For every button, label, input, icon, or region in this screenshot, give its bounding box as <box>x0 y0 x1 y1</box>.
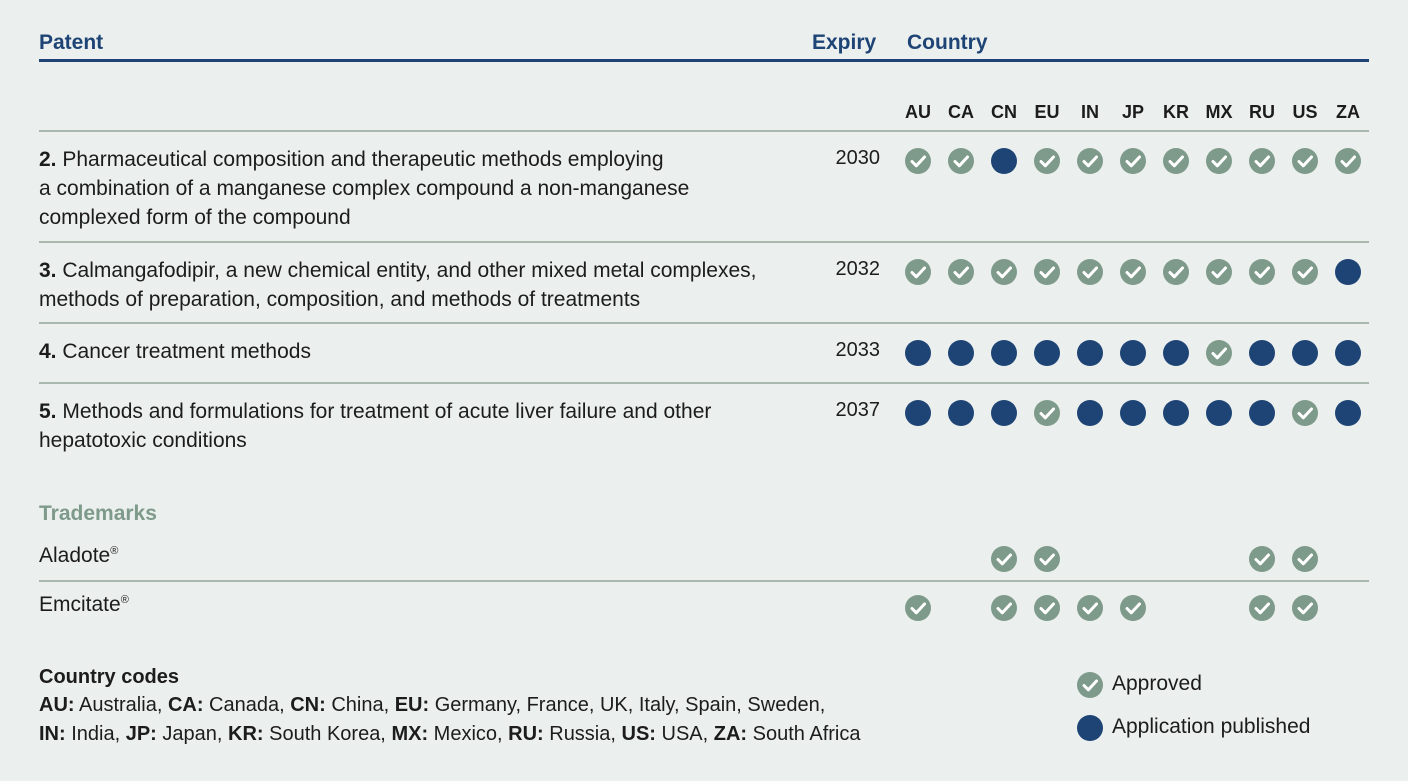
patent-title: 2. Pharmaceutical composition and therap… <box>39 148 690 229</box>
patent-title: 4. Cancer treatment methods <box>39 340 311 363</box>
country-codes-title: Country codes <box>39 666 180 688</box>
approved-check-icon-ru <box>1249 595 1275 621</box>
application-published-icon-za <box>1335 340 1361 366</box>
approved-check-icon-jp <box>1120 148 1146 174</box>
legend-published-icon <box>1077 715 1103 741</box>
application-published-icon-kr <box>1163 340 1189 366</box>
row-separator <box>39 130 1369 132</box>
application-published-icon-za <box>1335 400 1361 426</box>
approved-check-icon-mx <box>1206 148 1232 174</box>
approved-check-icon-eu <box>1034 595 1060 621</box>
approved-check-icon-in <box>1077 259 1103 285</box>
patent-expiry: 2030 <box>835 147 881 169</box>
application-published-icon-au <box>905 340 931 366</box>
approved-check-icon-ru <box>1249 148 1275 174</box>
row-separator <box>39 241 1369 243</box>
application-published-icon-za <box>1335 259 1361 285</box>
approved-check-icon-ru <box>1249 259 1275 285</box>
approved-check-icon-kr <box>1163 148 1189 174</box>
approved-check-icon-za <box>1335 148 1361 174</box>
approved-check-icon-cn <box>991 595 1017 621</box>
country-code-us: US <box>1292 102 1318 122</box>
country-code-kr: KR <box>1163 102 1189 122</box>
approved-check-icon-jp <box>1120 595 1146 621</box>
application-published-icon-ca <box>948 340 974 366</box>
application-published-icon-in <box>1077 340 1103 366</box>
country-codes-line-1: AU: Australia, CA: Canada, CN: China, EU… <box>39 694 826 716</box>
country-code-cn: CN <box>991 102 1017 122</box>
trademarks-heading: Trademarks <box>39 502 157 525</box>
application-published-icon-cn <box>991 148 1017 174</box>
application-published-icon-jp <box>1120 400 1146 426</box>
country-code-jp: JP <box>1121 102 1145 122</box>
application-published-icon-ru <box>1249 400 1275 426</box>
patent-title: 3. Calmangafodipir, a new chemical entit… <box>39 259 757 311</box>
country-codes-line-2: IN: India, JP: Japan, KR: South Korea, M… <box>39 723 861 745</box>
approved-check-icon-us <box>1292 400 1318 426</box>
country-code-mx: MX <box>1205 102 1233 122</box>
application-published-icon-us <box>1292 340 1318 366</box>
approved-check-icon-in <box>1077 148 1103 174</box>
patent-expiry: 2033 <box>835 339 881 361</box>
approved-check-icon-us <box>1292 148 1318 174</box>
legend-approved-icon <box>1077 672 1103 698</box>
approved-check-icon-eu <box>1034 148 1060 174</box>
patent-column-header: Patent <box>39 31 104 54</box>
country-code-au: AU <box>905 102 931 122</box>
legend-published-label: Application published <box>1112 715 1311 738</box>
application-published-icon-ru <box>1249 340 1275 366</box>
approved-check-icon-ca <box>948 148 974 174</box>
trademark-separator <box>39 580 1369 582</box>
country-code-in: IN <box>1081 102 1099 122</box>
expiry-column-header: Expiry <box>812 31 877 54</box>
application-published-icon-ca <box>948 400 974 426</box>
approved-check-icon-us <box>1292 259 1318 285</box>
approved-check-icon-mx <box>1206 259 1232 285</box>
approved-check-icon-eu <box>1034 400 1060 426</box>
country-column-header: Country <box>907 31 988 54</box>
application-published-icon-cn <box>991 400 1017 426</box>
approved-check-icon-au <box>905 595 931 621</box>
application-published-icon-kr <box>1163 400 1189 426</box>
approved-check-icon-eu <box>1034 259 1060 285</box>
country-code-ru: RU <box>1249 102 1275 122</box>
patent-expiry: 2032 <box>835 258 881 280</box>
approved-check-icon-cn <box>991 259 1017 285</box>
trademark-name: Aladote® <box>39 544 119 567</box>
application-published-icon-cn <box>991 340 1017 366</box>
application-published-icon-mx <box>1206 400 1232 426</box>
approved-check-icon-eu <box>1034 546 1060 572</box>
country-code-eu: EU <box>1034 102 1060 122</box>
approved-check-icon-ru <box>1249 546 1275 572</box>
row-separator <box>39 322 1369 324</box>
approved-check-icon-cn <box>991 546 1017 572</box>
application-published-icon-in <box>1077 400 1103 426</box>
approved-check-icon-in <box>1077 595 1103 621</box>
patent-title: 5. Methods and formulations for treatmen… <box>39 400 712 452</box>
approved-check-icon-mx <box>1206 340 1232 366</box>
trademark-name: Emcitate® <box>39 593 129 616</box>
row-separator <box>39 382 1369 384</box>
legend-approved-label: Approved <box>1112 672 1202 695</box>
approved-check-icon-jp <box>1120 259 1146 285</box>
patent-expiry: 2037 <box>835 399 881 421</box>
approved-check-icon-us <box>1292 595 1318 621</box>
approved-check-icon-au <box>905 259 931 285</box>
approved-check-icon-us <box>1292 546 1318 572</box>
application-published-icon-eu <box>1034 340 1060 366</box>
approved-check-icon-ca <box>948 259 974 285</box>
application-published-icon-au <box>905 400 931 426</box>
country-code-ca: CA <box>948 102 974 122</box>
approved-check-icon-au <box>905 148 931 174</box>
application-published-icon-jp <box>1120 340 1146 366</box>
country-code-za: ZA <box>1336 102 1360 122</box>
header-rule <box>39 59 1369 62</box>
approved-check-icon-kr <box>1163 259 1189 285</box>
